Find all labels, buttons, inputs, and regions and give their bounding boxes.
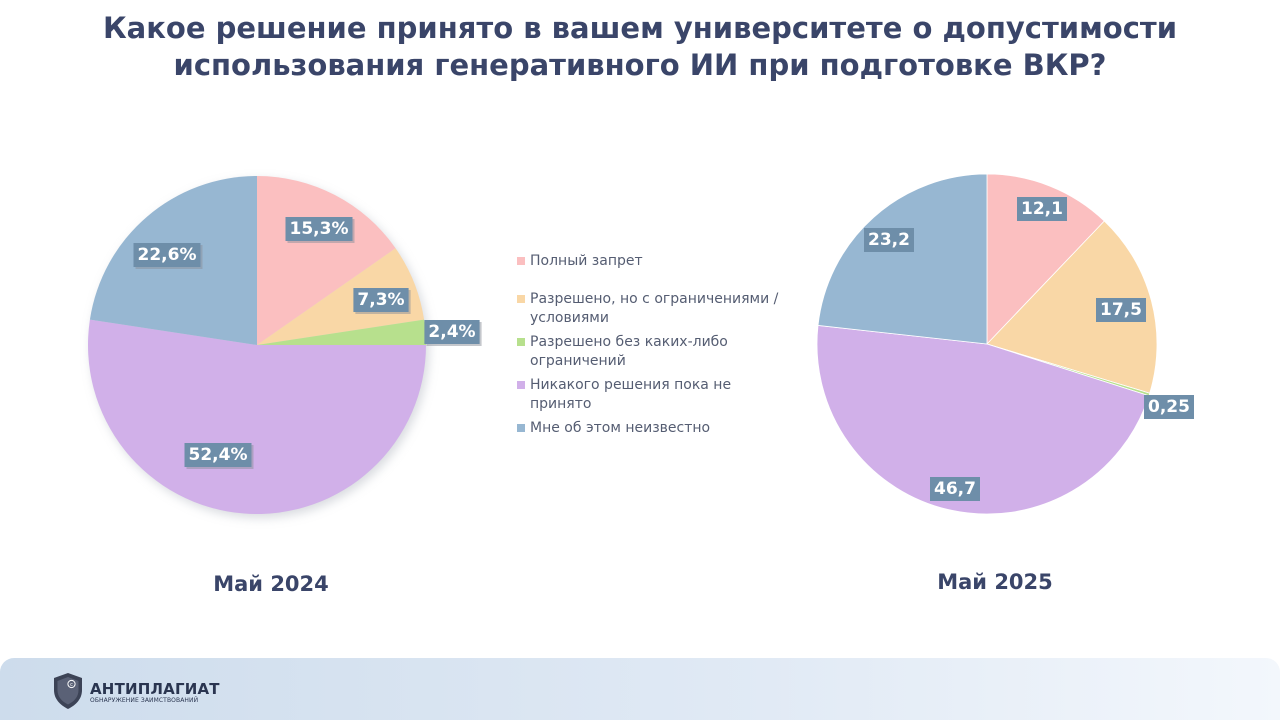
legend-label: Мне об этом неизвестно <box>530 420 711 436</box>
data-label-text: 7,3% <box>357 290 404 310</box>
chart-caption-may-2024: Май 2024 <box>213 572 329 596</box>
data-label-full-ban: 12,1 <box>1017 197 1067 221</box>
legend-item-allowed-without-restrictions: Разрешено без каких-либо ограничений <box>517 333 787 371</box>
legend-swatch <box>517 424 525 432</box>
legend-label: Полный запрет <box>530 253 643 269</box>
pie-slice-allowed-with-restrictions <box>257 248 425 345</box>
legend-item-full-ban: Полный запрет <box>517 252 787 271</box>
footer-bar: c АНТИПЛАГИАТ ОБНАРУЖЕНИЕ ЗАИМСТВОВАНИЙ <box>0 658 1280 720</box>
legend-swatch <box>517 295 525 303</box>
svg-text:c: c <box>70 682 73 688</box>
data-label-text: 15,3% <box>290 219 349 239</box>
data-label-text: 17,5 <box>1100 300 1142 320</box>
data-label-allowed-with-restrictions: 7,3% <box>353 288 411 314</box>
pie-slice-full-ban <box>986 173 1105 345</box>
legend-item-allowed-with-restrictions: Разрешено, но с ограничениями / условиям… <box>517 290 787 328</box>
data-label-unknown: 22,6% <box>133 243 203 269</box>
data-label-box <box>864 228 914 252</box>
data-label-no-decision: 52,4% <box>184 443 254 469</box>
legend-label: Разрешено, но с ограничениями / условиям… <box>530 291 779 326</box>
data-label-text: 22,6% <box>138 245 197 265</box>
legend-swatch <box>517 381 525 389</box>
chart-title-line-2: использования генеративного ИИ при подго… <box>173 48 1107 82</box>
brand-tagline: ОБНАРУЖЕНИЕ ЗАИМСТВОВАНИЙ <box>90 697 199 704</box>
data-label-allowed-with-restrictions: 17,5 <box>1096 298 1146 322</box>
pie-charts: 15,3% 7,3% 2,4% 52,4% 22,6% 12,1 17,5 0,25 46,7 2… <box>87 173 1194 518</box>
data-label-box <box>1096 298 1146 322</box>
data-label-no-decision: 46,7 <box>930 477 980 501</box>
pie-slice-allowed-without-restrictions <box>257 319 426 345</box>
data-label-allowed-without-restrictions: 2,4% <box>424 320 482 346</box>
chart-caption-may-2025: Май 2025 <box>937 570 1053 594</box>
data-label-box <box>1144 395 1194 419</box>
data-label-text: 46,7 <box>934 479 976 499</box>
legend: Полный запрет Разрешено, но с ограничени… <box>517 252 787 438</box>
data-label-box <box>424 320 480 344</box>
legend-label: Никакого решения пока не принято <box>530 377 732 412</box>
data-label-text: 12,1 <box>1021 199 1063 219</box>
data-label-text: 23,2 <box>868 230 910 250</box>
data-label-text: 52,4% <box>189 445 248 465</box>
data-label-box <box>930 477 980 501</box>
legend-item-unknown: Мне об этом неизвестно <box>517 419 787 438</box>
pie-chart-1: 12,1 17,5 0,25 46,7 23,2 <box>816 173 1194 515</box>
legend-swatch <box>517 257 525 265</box>
chart-title-line-1: Какое решение принято в вашем университе… <box>102 11 1178 45</box>
legend-swatch <box>517 338 525 346</box>
pie-slice-no-decision <box>87 319 426 515</box>
data-label-box <box>285 217 353 241</box>
data-label-text: 2,4% <box>428 322 475 342</box>
legend-label: Разрешено без каких-либо ограничений <box>530 334 728 369</box>
data-label-full-ban: 15,3% <box>285 217 355 243</box>
data-label-box <box>133 243 201 267</box>
shield-copyright-icon: c <box>54 673 82 709</box>
pie-slice-unknown <box>817 173 988 345</box>
brand-name: АНТИПЛАГИАТ <box>90 680 220 698</box>
pie-slice-allowed-with-restrictions <box>986 220 1158 394</box>
pie-chart-0: 15,3% 7,3% 2,4% 52,4% 22,6% <box>87 176 482 518</box>
data-label-text: 0,25 <box>1148 397 1190 417</box>
pie-slice-no-decision <box>816 324 1150 515</box>
data-label-box <box>353 288 409 312</box>
data-label-allowed-without-restrictions: 0,25 <box>1144 395 1194 419</box>
data-label-unknown: 23,2 <box>864 228 914 252</box>
legend-item-no-decision: Никакого решения пока не принято <box>517 376 787 414</box>
data-label-box <box>184 443 252 467</box>
data-label-box <box>1017 197 1067 221</box>
chart-title: Какое решение принято в вашем университе… <box>0 10 1280 84</box>
